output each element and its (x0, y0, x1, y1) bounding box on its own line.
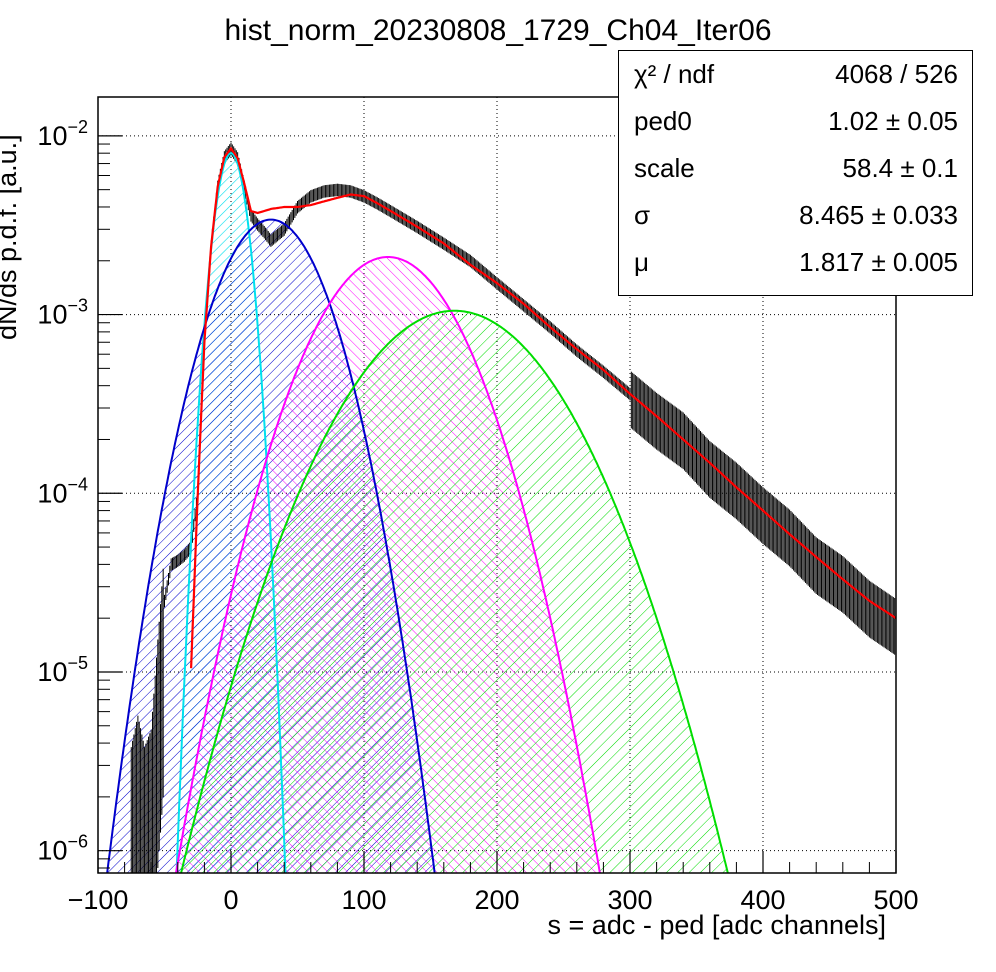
stats-row-mu: μ 1.817 ± 0.005 (619, 239, 972, 285)
x-tick-label: −100 (68, 885, 129, 915)
fit-curves (106, 146, 896, 873)
stats-key: μ (634, 247, 649, 277)
total-fit-curve (190, 146, 896, 669)
stats-row-scale: scale 58.4 ± 0.1 (619, 145, 972, 191)
stats-key: ped0 (634, 106, 692, 136)
stats-value: 58.4 ± 0.1 (842, 153, 958, 183)
y-tick-label: 10−2 (37, 117, 88, 151)
component-curve-magenta (174, 256, 601, 873)
x-tick-label: 300 (607, 885, 652, 915)
x-tick-label: 200 (474, 885, 519, 915)
x-axis-label: s = adc - ped [adc channels] (547, 910, 886, 940)
stats-row-ped0: ped0 1.02 ± 0.05 (619, 98, 972, 144)
component-curve-cyan (175, 152, 287, 873)
x-tick-label: 0 (223, 885, 238, 915)
y-tick-label: 10−6 (37, 832, 88, 866)
component-fill-green (181, 310, 728, 873)
y-tick-label: 10−4 (37, 474, 88, 508)
component-curve-blue (106, 218, 436, 873)
stats-value: 1.817 ± 0.005 (799, 247, 958, 277)
y-axis-label: dN/ds p.d.f. [a.u.] (0, 134, 22, 340)
stats-value: 8.465 ± 0.033 (799, 200, 958, 230)
fit-stats-box: χ² / ndf 4068 / 526 ped0 1.02 ± 0.05 sca… (618, 50, 973, 296)
stats-key: scale (634, 153, 695, 183)
histogram-data (130, 142, 896, 873)
stats-value: 1.02 ± 0.05 (828, 106, 958, 136)
component-curve-green (180, 309, 729, 873)
y-tick-label: 10−3 (37, 296, 88, 330)
chart-title: hist_norm_20230808_1729_Ch04_Iter06 (224, 14, 772, 47)
y-tick-label: 10−5 (37, 653, 88, 687)
x-tick-label: 400 (740, 885, 785, 915)
stats-value: 4068 / 526 (835, 59, 958, 89)
axis-ticks: −100 0 100 200 300 400 500 10−2 10−3 10−4 10−5 10−6 (37, 117, 918, 915)
x-tick-label: 100 (341, 885, 386, 915)
x-tick-label: 500 (873, 885, 918, 915)
stats-key: χ² / ndf (634, 59, 715, 89)
stats-row-sigma: σ 8.465 ± 0.033 (619, 192, 972, 238)
stats-row-chi2: χ² / ndf 4068 / 526 (619, 51, 972, 97)
stats-key: σ (634, 200, 651, 230)
